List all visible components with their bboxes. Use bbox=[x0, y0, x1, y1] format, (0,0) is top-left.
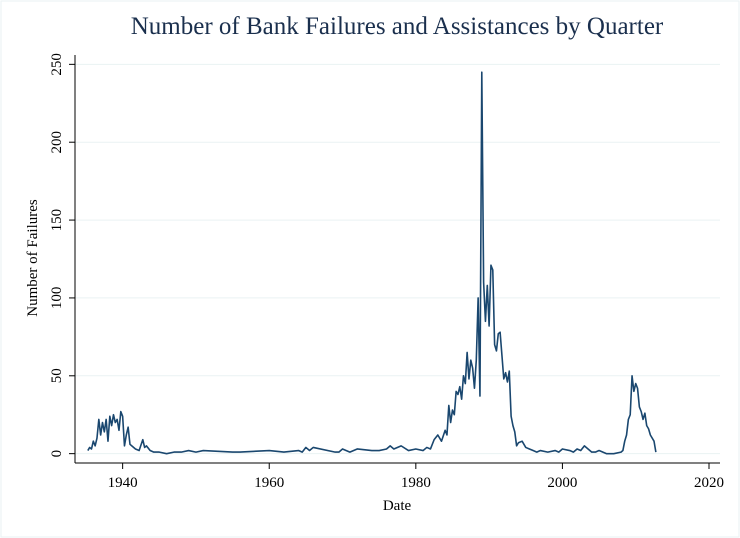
y-tick-label: 100 bbox=[49, 287, 65, 310]
x-axis-label: Date bbox=[383, 498, 412, 514]
chart-title: Number of Bank Failures and Assistances … bbox=[131, 13, 664, 40]
data-line bbox=[87, 71, 657, 455]
x-tick-label: 2020 bbox=[694, 475, 724, 491]
y-axis-label: Number of Failures bbox=[25, 199, 41, 317]
y-tick-label: 200 bbox=[49, 131, 65, 154]
x-tick-label: 1940 bbox=[108, 475, 138, 491]
x-tick-label: 1980 bbox=[401, 475, 431, 491]
x-tick-label: 2000 bbox=[547, 475, 577, 491]
y-tick-label: 0 bbox=[49, 450, 65, 458]
y-tick-label: 50 bbox=[49, 368, 65, 383]
y-tick-label: 250 bbox=[49, 53, 65, 76]
y-tick-label: 150 bbox=[49, 209, 65, 232]
x-tick-label: 1960 bbox=[254, 475, 284, 491]
